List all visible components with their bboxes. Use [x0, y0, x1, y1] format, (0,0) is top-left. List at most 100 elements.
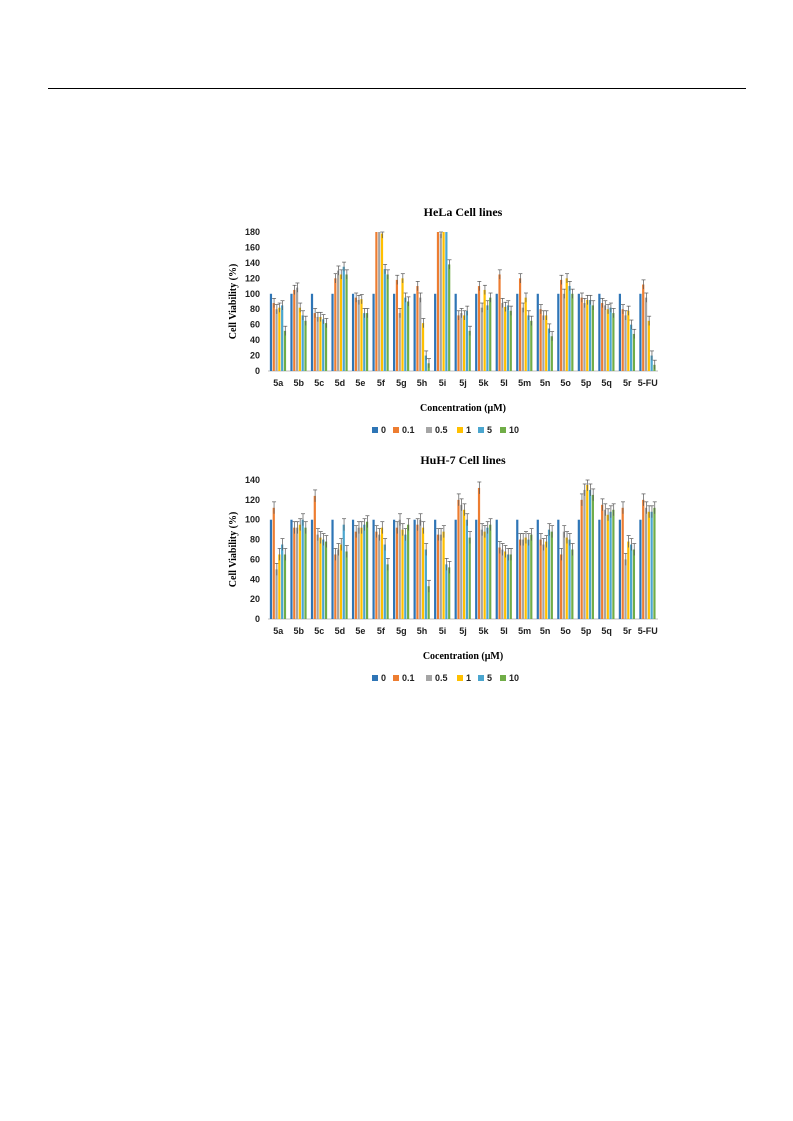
- y-axis-label: Cell Viability (%): [228, 264, 239, 340]
- bar-5j-1: [463, 509, 466, 619]
- bar-5a-5: [281, 544, 284, 619]
- bar-5j-5: [465, 310, 469, 371]
- bar-5g-0.5: [398, 313, 401, 371]
- bar-5p-0.5: [583, 303, 586, 371]
- bar-5h-0.5: [419, 297, 422, 371]
- bar-5p-5: [588, 489, 592, 619]
- bar-5-FU-5: [650, 511, 653, 619]
- bar-5q-0.1: [601, 504, 604, 619]
- y-tick-label: 140: [245, 258, 260, 268]
- bar-5m-1: [524, 537, 527, 619]
- bar-5-FU-0.5: [644, 507, 648, 619]
- x-tick-label: 5b: [294, 626, 305, 636]
- bar-5j-0: [454, 519, 457, 619]
- bar-5m-10: [530, 534, 533, 619]
- x-tick-label: 5p: [581, 378, 592, 388]
- x-tick-label: 5r: [623, 378, 632, 388]
- bar-5k-0: [475, 293, 478, 371]
- bar-5l-0.1: [498, 547, 501, 619]
- bar-5i-0.1: [436, 534, 440, 619]
- x-tick-label: 5o: [560, 378, 571, 388]
- bar-5b-0.1: [293, 289, 296, 371]
- bar-5j-10: [468, 330, 471, 371]
- bar-5m-5: [527, 539, 530, 619]
- x-tick-label: 5j: [459, 626, 467, 636]
- bar-5p-10: [591, 305, 594, 371]
- bar-5-FU-0: [639, 519, 642, 619]
- bar-5h-1: [421, 527, 425, 619]
- bar-5n-1: [545, 315, 548, 371]
- bar-5a-0: [269, 293, 273, 371]
- bar-5a-10: [283, 554, 287, 619]
- x-tick-label: 5n: [540, 626, 551, 636]
- bar-5m-10: [530, 320, 533, 371]
- bar-5f-10: [386, 274, 389, 371]
- bar-5p-0.1: [580, 499, 583, 619]
- bar-5g-10: [407, 301, 410, 371]
- bar-5j-10: [468, 537, 471, 619]
- bar-5q-1: [606, 309, 609, 371]
- bar-5b-5: [301, 315, 304, 371]
- bar-5a-0.1: [272, 303, 275, 371]
- bar-5c-10: [324, 323, 328, 371]
- y-tick-label: 60: [250, 554, 260, 564]
- legend-swatch-0: [372, 427, 378, 433]
- x-tick-label: 5l: [500, 378, 508, 388]
- y-tick-label: 100: [245, 515, 260, 525]
- legend-swatch-1: [457, 675, 463, 681]
- bar-5c-10: [324, 541, 328, 619]
- bar-5d-1: [339, 274, 343, 371]
- bar-5m-0: [516, 293, 519, 371]
- x-tick-label: 5i: [439, 626, 447, 636]
- x-tick-label: 5q: [601, 378, 612, 388]
- bar-5o-10: [571, 549, 574, 619]
- bar-5l-0: [495, 293, 498, 371]
- bar-5k-5: [486, 305, 489, 371]
- bar-5i-5: [445, 232, 448, 371]
- bar-5f-0.1: [375, 232, 378, 371]
- x-tick-label: 5k: [479, 626, 490, 636]
- bar-5i-0: [434, 293, 437, 371]
- x-tick-label: 5l: [500, 626, 508, 636]
- bar-5g-0.1: [395, 527, 399, 619]
- bar-5n-5: [547, 529, 551, 619]
- bar-5l-1: [504, 551, 507, 619]
- bar-5b-10: [304, 320, 307, 371]
- bar-5m-0.5: [521, 539, 524, 619]
- bar-5l-0: [495, 519, 498, 619]
- bar-5j-0.1: [457, 499, 460, 619]
- bar-5e-1: [360, 527, 363, 619]
- bar-5d-0.5: [337, 270, 340, 371]
- bar-5q-10: [612, 313, 615, 371]
- bar-5g-10: [407, 524, 410, 619]
- bar-5a-0.1: [272, 507, 275, 619]
- bar-5i-0.1: [436, 232, 440, 371]
- bar-5j-0: [454, 293, 457, 371]
- bar-5o-0.1: [560, 279, 563, 371]
- bar-5d-5: [342, 524, 345, 619]
- x-tick-label: 5c: [314, 626, 324, 636]
- bar-5o-1: [565, 537, 568, 619]
- legend-swatch-5: [478, 427, 484, 433]
- bar-5-FU-1: [647, 320, 650, 371]
- legend-label: 5: [487, 673, 492, 683]
- y-tick-label: 60: [250, 320, 260, 330]
- bar-5f-10: [386, 564, 389, 619]
- bar-5l-0.5: [501, 549, 504, 619]
- x-tick-label: 5a: [273, 378, 284, 388]
- bar-5q-0.1: [601, 303, 604, 371]
- chart-title: HeLa Cell lines: [424, 205, 503, 219]
- bar-5p-0: [577, 293, 580, 371]
- legend-label: 1: [466, 673, 471, 683]
- bar-5l-5: [506, 305, 510, 371]
- y-tick-label: 140: [245, 475, 260, 485]
- chart-title: HuH-7 Cell lines: [420, 453, 506, 467]
- bar-5a-0.5: [275, 569, 278, 619]
- bar-5r-0.1: [621, 507, 624, 619]
- legend-swatch-5: [478, 675, 484, 681]
- legend-label: 1: [466, 425, 471, 435]
- x-tick-label: 5-FU: [638, 626, 658, 636]
- y-tick-label: 120: [245, 273, 260, 283]
- x-tick-label: 5m: [518, 378, 531, 388]
- hela-chart: HeLa Cell lines Cell Viability (%) 0 20 40 60…: [228, 205, 658, 435]
